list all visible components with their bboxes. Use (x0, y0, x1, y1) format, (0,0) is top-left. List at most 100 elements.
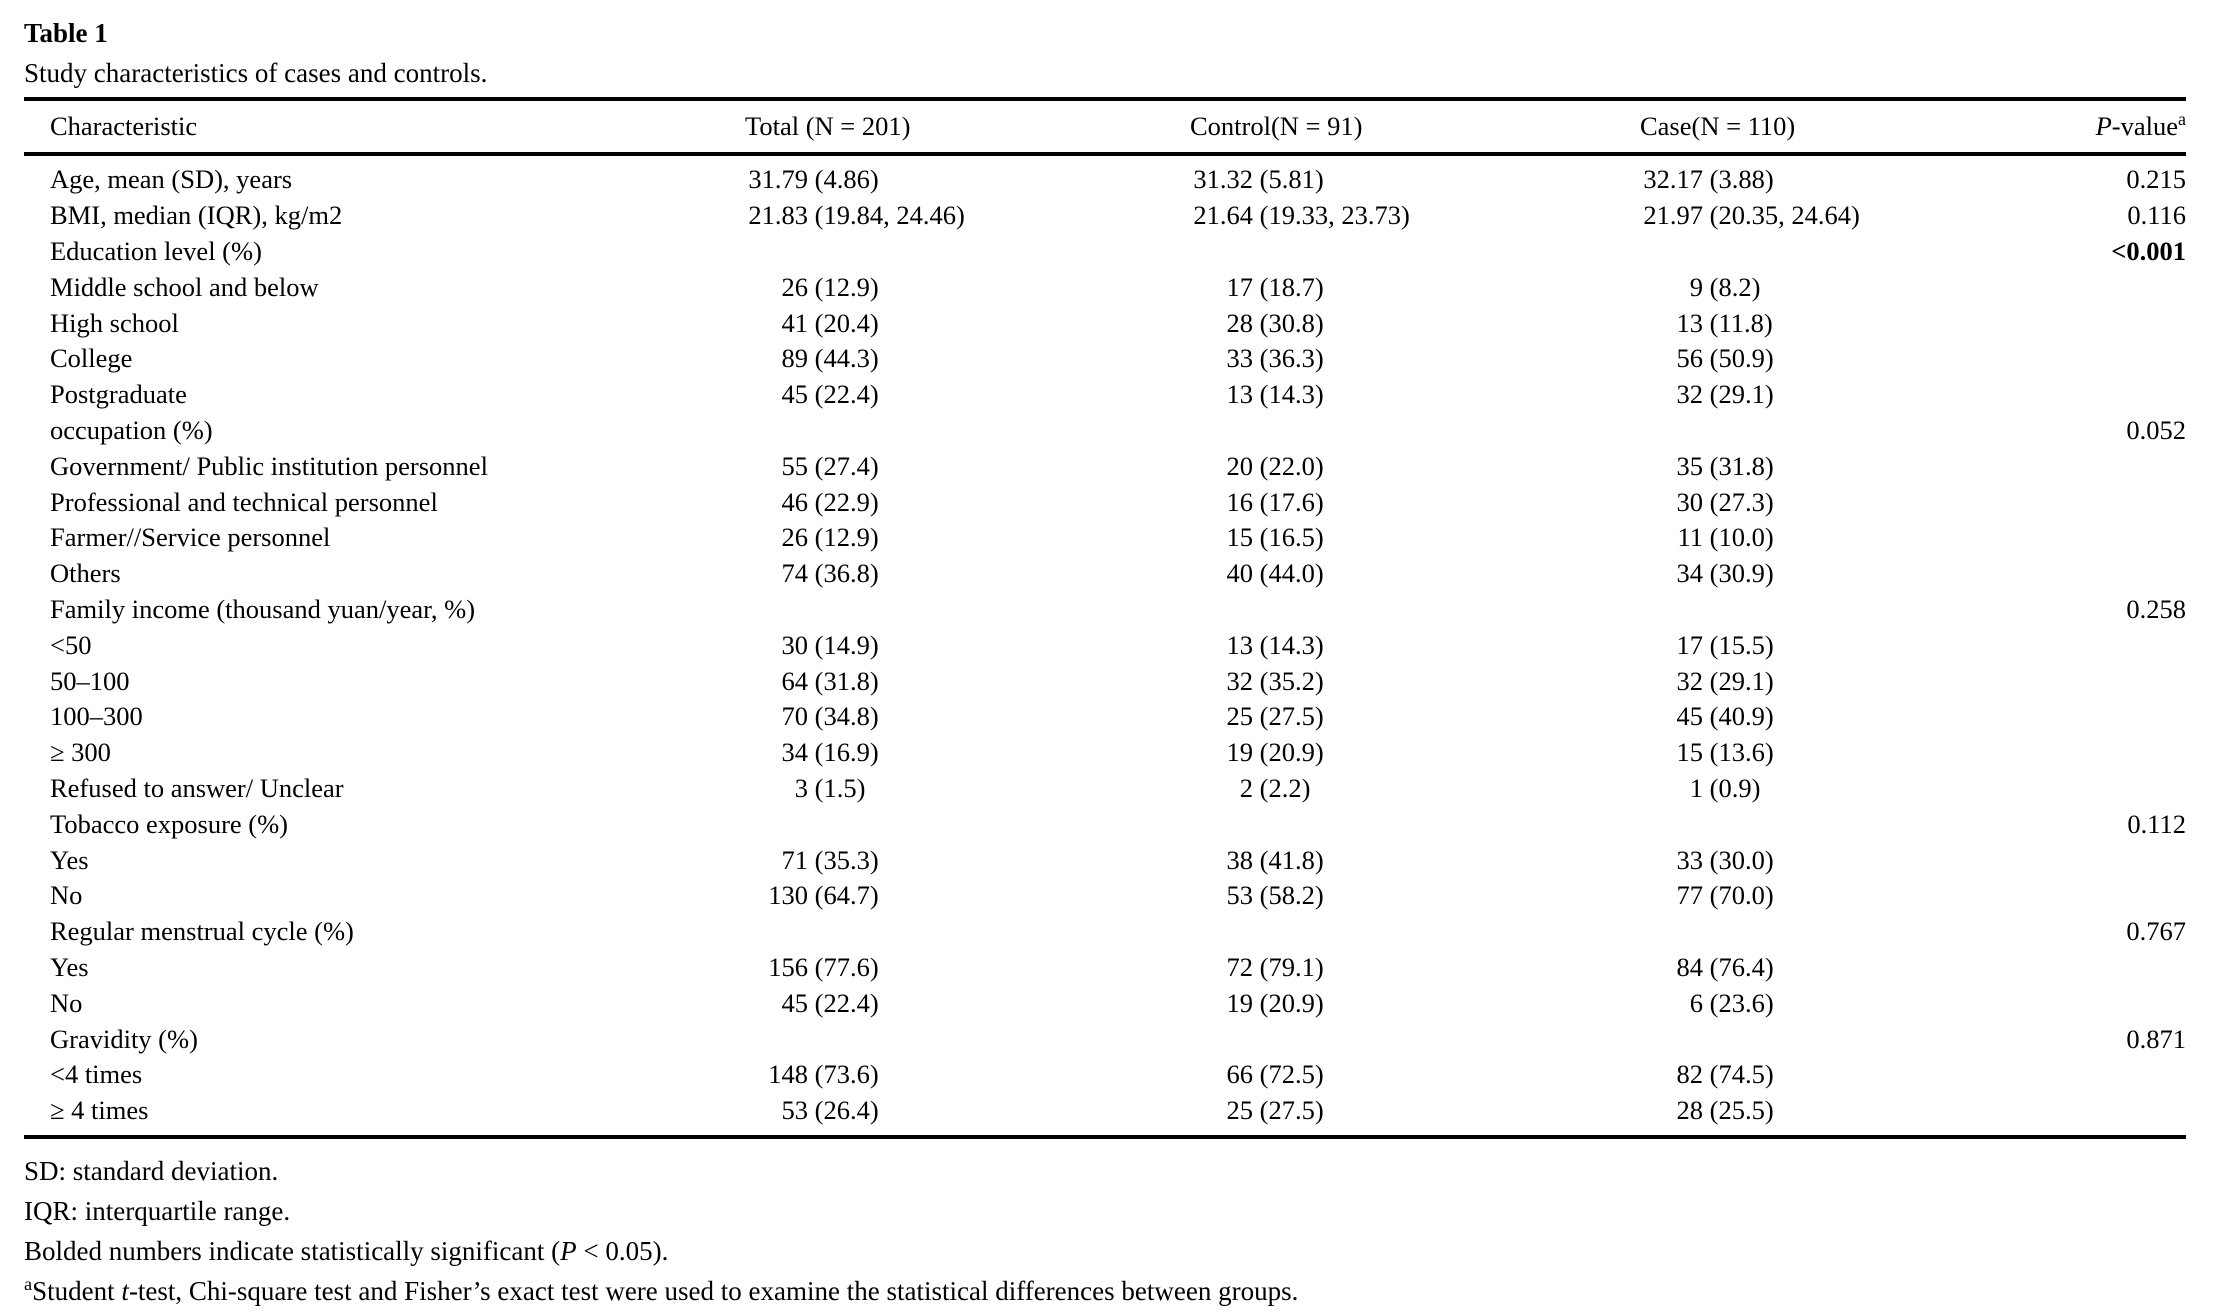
cell-case (1640, 592, 2060, 628)
table-row: Regular menstrual cycle (%) 0.767 (24, 914, 2186, 950)
cell-characteristic: Tobacco exposure (%) (50, 808, 289, 839)
value-count: 89 (781, 343, 809, 374)
value-count: 9 (1689, 271, 1703, 302)
value-count: 16 (1226, 486, 1254, 517)
cell-control: 13 (14.3) (1190, 627, 1640, 663)
value-count: 2 (1239, 772, 1253, 803)
cell-pvalue: 0.871 (2126, 1023, 2186, 1054)
cell-pvalue (2060, 269, 2186, 305)
value-count: 46 (781, 486, 809, 517)
value-percent: (36.8) (808, 558, 879, 589)
value-count: 31.79 (748, 164, 808, 195)
cell-case: 77 (70.0) (1640, 878, 2060, 914)
cell-control: 32 (35.2) (1190, 663, 1640, 699)
cell-total: 55 (27.4) (745, 448, 1190, 484)
cell-case: 1 (0.9) (1640, 771, 2060, 807)
value-count: 71 (781, 844, 809, 875)
cell-control: 66 (72.5) (1190, 1057, 1640, 1093)
cell-total (745, 234, 1190, 270)
pvalue-rest: -value (2111, 111, 2178, 141)
value-percent: (36.3) (1253, 343, 1324, 374)
cell-pvalue (2060, 735, 2186, 771)
cell-case (1640, 806, 2060, 842)
table-row: Gravidity (%) 0.871 (24, 1021, 2186, 1057)
table-row: 100–300 70 (34.8) 25 (27.5) 45 (40.9) (24, 699, 2186, 735)
value-percent: (70.0) (1703, 880, 1774, 911)
value-count: 74 (781, 558, 809, 589)
cell-control (1190, 1021, 1640, 1057)
cell-characteristic: Others (50, 558, 121, 589)
value-percent: (35.3) (808, 844, 879, 875)
header-total: Total (N = 201) (745, 99, 1190, 156)
value-count: 84 (1676, 951, 1704, 982)
header-pvalue: P-valuea (2060, 99, 2186, 156)
cell-case: 34 (30.9) (1640, 556, 2060, 592)
value-percent: (23.6) (1703, 987, 1774, 1018)
cell-case (1640, 234, 2060, 270)
cell-characteristic: ≥ 300 (50, 737, 111, 768)
value-percent: (16.5) (1253, 522, 1324, 553)
value-count: 53 (1226, 880, 1254, 911)
value-percent: (19.33, 23.73) (1253, 200, 1410, 231)
cell-total: 45 (22.4) (745, 377, 1190, 413)
value-percent: (20.4) (808, 307, 879, 338)
value-count: 25 (1226, 701, 1254, 732)
cell-total: 148 (73.6) (745, 1057, 1190, 1093)
cell-case: 11 (10.0) (1640, 520, 2060, 556)
value-percent: (16.9) (808, 737, 879, 768)
value-percent: (25.5) (1703, 1095, 1774, 1126)
cell-control: 28 (30.8) (1190, 305, 1640, 341)
value-percent: (30.9) (1703, 558, 1774, 589)
cell-total (745, 806, 1190, 842)
value-percent: (76.4) (1703, 951, 1774, 982)
value-count: 20 (1226, 450, 1254, 481)
value-count: 13 (1226, 379, 1254, 410)
table-row: Middle school and below 26 (12.9) 17 (18.7… (24, 269, 2186, 305)
value-count: 28 (1226, 307, 1254, 338)
value-percent: (50.9) (1703, 343, 1774, 374)
cell-total: 26 (12.9) (745, 269, 1190, 305)
value-count: 45 (1676, 701, 1704, 732)
value-count: 34 (781, 737, 809, 768)
value-percent: (19.84, 24.46) (808, 200, 965, 231)
value-percent: (35.2) (1253, 665, 1324, 696)
value-percent: (44.3) (808, 343, 879, 374)
value-count: 70 (781, 701, 809, 732)
table-header: Characteristic Total (N = 201) Control(N… (24, 99, 2186, 156)
footnotes: SD: standard deviation. IQR: interquarti… (24, 1151, 2186, 1311)
cell-pvalue: 0.215 (2126, 164, 2186, 195)
value-count: 41 (781, 307, 809, 338)
value-percent: (79.1) (1253, 951, 1324, 982)
table-row: Government/ Public institution personnel… (24, 448, 2186, 484)
table-row: occupation (%) 0.052 (24, 413, 2186, 449)
value-count: 21.97 (1643, 200, 1703, 231)
cell-control: 38 (41.8) (1190, 842, 1640, 878)
cell-control: 25 (27.5) (1190, 1093, 1640, 1137)
cell-control: 21.64 (19.33, 23.73) (1190, 198, 1640, 234)
cell-control: 40 (44.0) (1190, 556, 1640, 592)
value-count: 25 (1226, 1095, 1254, 1126)
table-row: Yes 71 (35.3) 38 (41.8) 33 (30.0) (24, 842, 2186, 878)
value-percent: (12.9) (808, 522, 879, 553)
value-percent: (11.8) (1703, 307, 1773, 338)
cell-case: 45 (40.9) (1640, 699, 2060, 735)
value-percent: (3.88) (1703, 164, 1774, 195)
cell-total: 74 (36.8) (745, 556, 1190, 592)
value-percent: (26.4) (808, 1095, 879, 1126)
cell-total (745, 1021, 1190, 1057)
value-count: 21.83 (748, 200, 808, 231)
cell-total: 41 (20.4) (745, 305, 1190, 341)
value-percent: (27.5) (1253, 1095, 1324, 1126)
cell-case: 13 (11.8) (1640, 305, 2060, 341)
cell-pvalue (2060, 878, 2186, 914)
cell-total: 26 (12.9) (745, 520, 1190, 556)
cell-total: 130 (64.7) (745, 878, 1190, 914)
cell-pvalue (2060, 341, 2186, 377)
value-percent: (27.3) (1703, 486, 1774, 517)
cell-characteristic: Middle school and below (50, 271, 319, 302)
cell-pvalue (2060, 985, 2186, 1021)
table-row: Family income (thousand yuan/year, %) 0.2… (24, 592, 2186, 628)
table-row: Education level (%) <0.001 (24, 234, 2186, 270)
value-percent: (1.5) (808, 772, 866, 803)
